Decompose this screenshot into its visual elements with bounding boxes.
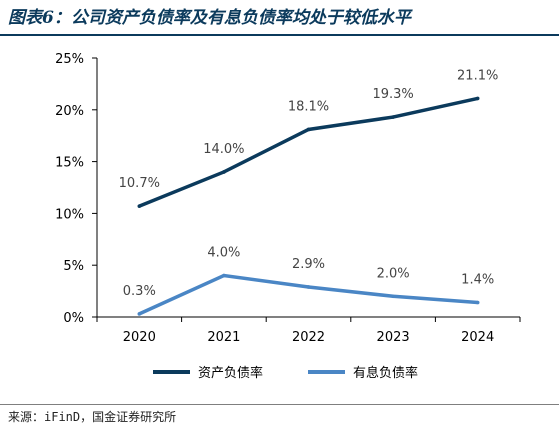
x-tick-label: 2020 [123, 330, 156, 345]
data-point [391, 115, 395, 119]
data-point [475, 300, 480, 305]
data-point [137, 312, 142, 316]
data-label: 19.3% [372, 87, 413, 102]
data-point [306, 285, 311, 289]
y-tick-label: 10% [55, 207, 84, 222]
data-point [222, 273, 226, 278]
footer-rule [0, 404, 559, 405]
data-point [391, 294, 395, 299]
y-tick-label: 20% [55, 104, 84, 119]
data-point [137, 204, 142, 208]
data-label: 21.1% [457, 68, 498, 83]
data-point [306, 127, 311, 132]
data-label: 0.3% [123, 284, 156, 299]
chart-axes: 0% 5% 10% 15% 20% 25% 2020 2021 2022 2023 2024 [55, 52, 521, 345]
source-note: 来源：iFinD，国金证券研究所 [8, 410, 177, 424]
legend-label: 有息负债率 [353, 365, 418, 381]
x-tick-label: 2023 [377, 330, 410, 345]
figure-title: 图表6：公司资产负债率及有息负债率均处于较低水平 [8, 8, 411, 28]
data-label: 10.7% [119, 176, 160, 191]
series-line-1 [138, 96, 479, 208]
chart-series-lines [137, 96, 480, 316]
chart-data-labels: 10.7% 14.0% 18.1% 19.3% 21.1% 0.3% 4.0% 2.9% 2.0… [119, 68, 499, 298]
chart-legend: 资产负债率 有息负债率 [153, 365, 418, 381]
y-tick-label: 25% [55, 52, 84, 67]
x-tick-label: 2021 [207, 330, 240, 345]
data-label: 2.0% [377, 266, 410, 281]
x-tick-label: 2022 [292, 330, 325, 345]
y-tick-label: 5% [63, 259, 84, 274]
legend-label: 资产负债率 [198, 365, 263, 381]
y-tick-label: 0% [63, 311, 84, 326]
data-label: 18.1% [288, 99, 329, 114]
data-label: 4.0% [207, 246, 240, 261]
y-tick-label: 15% [55, 156, 84, 171]
data-point [475, 96, 480, 101]
data-label: 14.0% [203, 142, 244, 157]
data-label: 2.9% [292, 257, 325, 272]
line-chart: 0% 5% 10% 15% 20% 25% 2020 2021 2022 2023 2024 10.… [55, 52, 521, 381]
data-point [222, 170, 226, 174]
x-tick-label: 2024 [461, 330, 494, 345]
title-rule [0, 34, 559, 36]
series-line-2 [138, 273, 478, 316]
data-label: 1.4% [461, 272, 494, 287]
